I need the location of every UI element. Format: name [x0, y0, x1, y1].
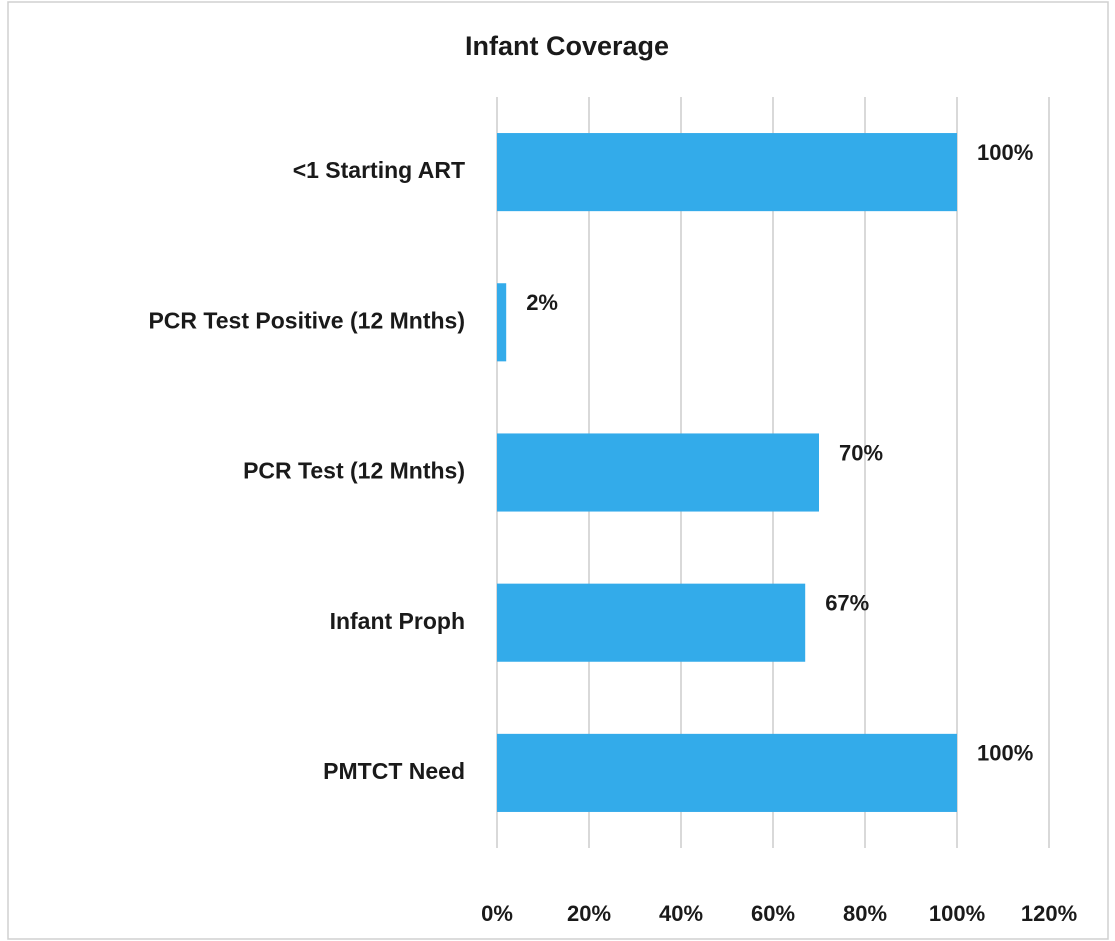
data-label: 67%	[825, 591, 869, 616]
bar	[497, 733, 957, 812]
x-tick-label: 0%	[481, 901, 513, 926]
y-tick-label: PMTCT Need	[323, 758, 465, 784]
x-tick-label: 40%	[659, 901, 703, 926]
data-label: 100%	[977, 140, 1033, 165]
bar	[497, 133, 957, 212]
x-tick-label: 120%	[1021, 901, 1077, 926]
x-tick-label: 100%	[929, 901, 985, 926]
x-tick-label: 80%	[843, 901, 887, 926]
y-tick-label: PCR Test Positive (12 Mnths)	[148, 307, 465, 333]
bar	[497, 433, 819, 512]
x-tick-label: 60%	[751, 901, 795, 926]
data-label: 70%	[839, 440, 883, 465]
bar	[497, 583, 806, 662]
chart-title: Infant Coverage	[465, 31, 669, 61]
data-label: 100%	[977, 741, 1033, 766]
bar	[497, 283, 507, 362]
x-tick-label: 20%	[567, 901, 611, 926]
y-tick-label: <1 Starting ART	[293, 157, 465, 183]
y-tick-label: PCR Test (12 Mnths)	[243, 458, 465, 484]
y-tick-label: Infant Proph	[330, 608, 465, 634]
data-label: 2%	[526, 290, 558, 315]
